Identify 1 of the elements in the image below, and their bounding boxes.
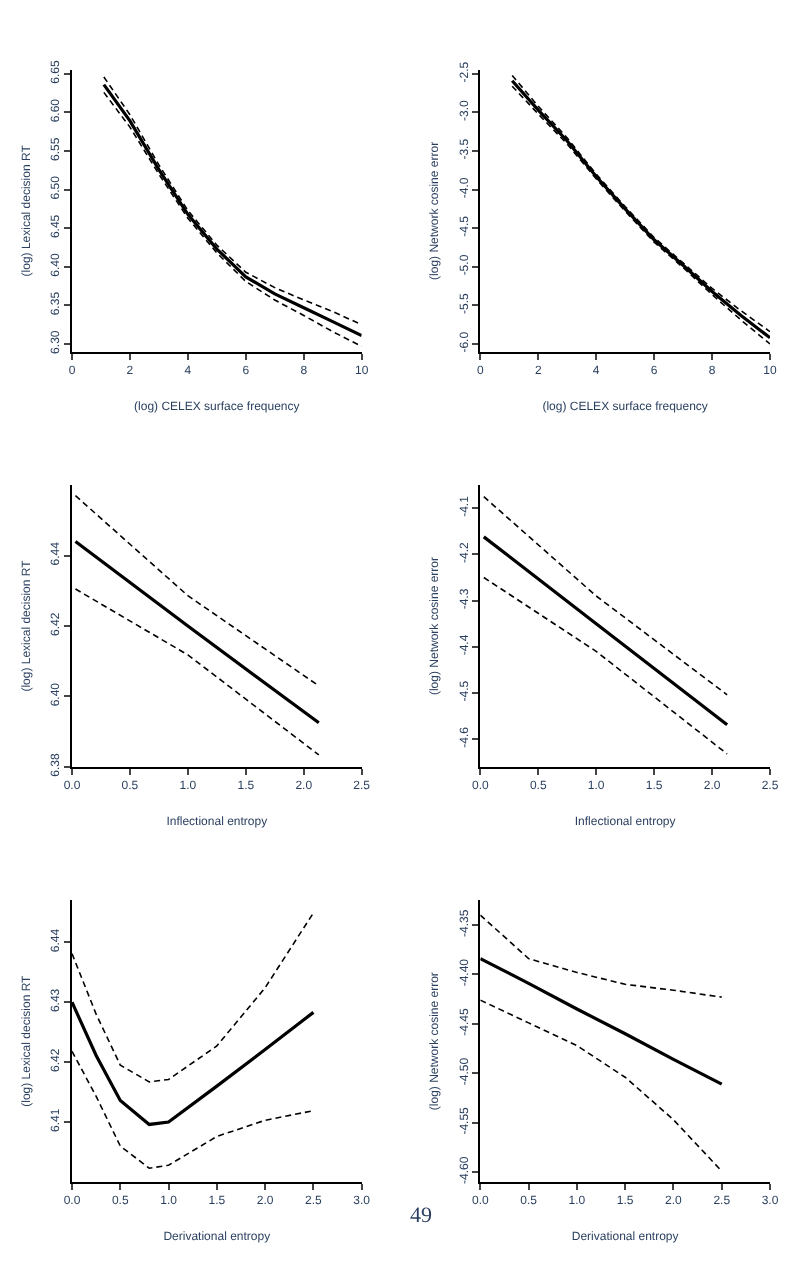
text: 49 xyxy=(410,1204,433,1228)
